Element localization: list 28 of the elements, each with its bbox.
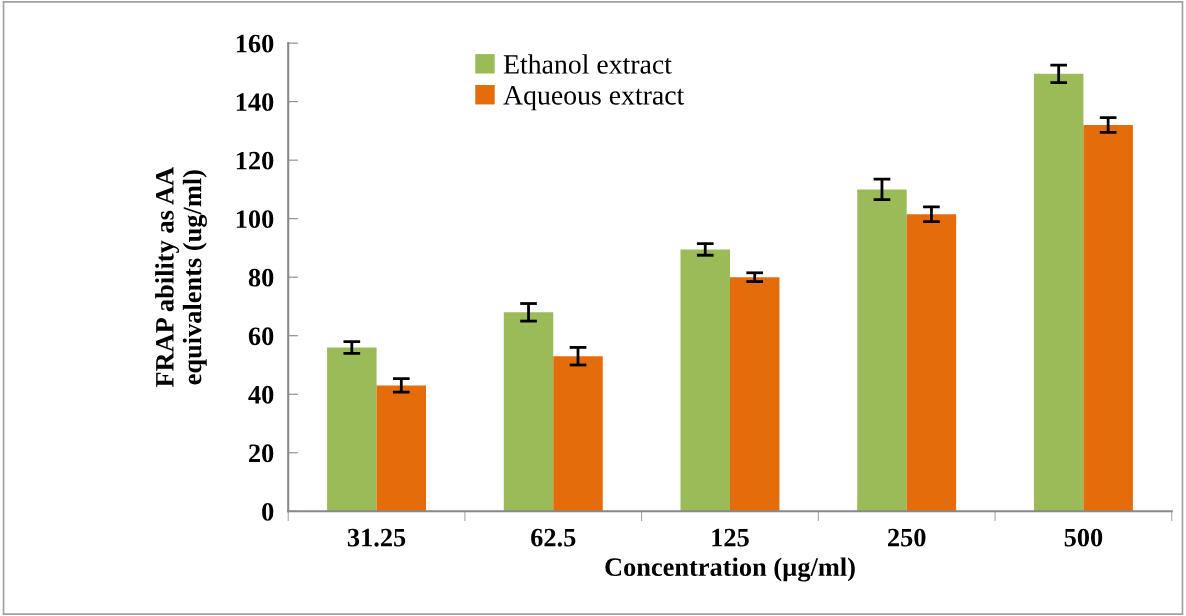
legend-label: Aqueous extract	[503, 86, 685, 111]
bar	[1033, 73, 1084, 512]
x-tick-label: 250	[888, 528, 926, 547]
y-tick-label: 120	[236, 151, 274, 170]
y-tick-label: 60	[248, 327, 274, 346]
bar	[553, 356, 603, 512]
bar	[1083, 125, 1133, 512]
bar	[376, 385, 427, 512]
legend-label: Ethanol extract	[503, 54, 672, 74]
y-tick-label: 100	[236, 210, 274, 229]
y-tick-label: 40	[248, 385, 274, 404]
y-tick-label: 140	[236, 93, 274, 112]
y-tick-label: 0	[262, 502, 274, 521]
y-tick-label: 160	[236, 34, 274, 53]
y-axis-title: FRAP ability as AA equivalents (ug/ml)	[155, 167, 207, 388]
bar	[729, 277, 780, 512]
bar	[503, 312, 554, 512]
bar	[857, 189, 907, 512]
y-tick-label: 80	[248, 268, 274, 287]
x-tick-label: 31.25	[347, 528, 406, 547]
bar	[906, 214, 957, 512]
bar	[327, 347, 377, 512]
x-axis-title: Concentration (µg/ml)	[605, 557, 855, 582]
x-tick-label: 125	[712, 528, 749, 547]
x-tick-label: 62.5	[531, 528, 576, 547]
bar	[680, 249, 730, 512]
y-tick-label: 20	[249, 444, 274, 463]
x-tick-label: 500	[1064, 528, 1103, 547]
